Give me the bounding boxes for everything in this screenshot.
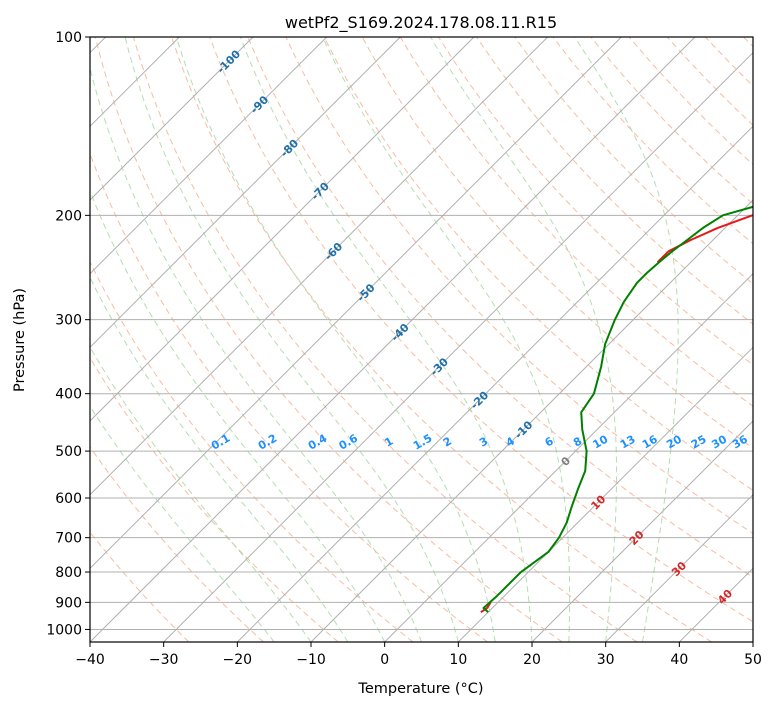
dry-adiabat-line (132, 37, 638, 642)
y-tick-label: 100 (55, 30, 82, 46)
x-tick-label: −10 (296, 652, 326, 668)
isotherm-line (90, 37, 254, 201)
isotherm-line (605, 493, 753, 642)
skewed-isotherms (90, 37, 753, 642)
isotherm-line (90, 37, 622, 570)
moist-adiabat-line (90, 66, 422, 642)
dry-adiabat-line (285, 37, 753, 535)
moist-adiabat-line (175, 37, 496, 642)
isotherm-line (90, 37, 696, 642)
x-axis-label: Temperature (°C) (357, 681, 483, 697)
x-tick-label: 20 (523, 652, 541, 668)
y-axis: 100 200 300 400 500 600 700 800 900 1000 (46, 30, 90, 638)
y-axis-label: Pressure (hPa) (12, 288, 28, 392)
dry-adiabats (90, 37, 753, 642)
y-tick-label: 600 (55, 491, 82, 507)
y-tick-label: 1000 (46, 622, 82, 638)
x-tick-label: −20 (223, 652, 253, 668)
dry-adiabat-line (514, 37, 753, 285)
x-tick-label: 40 (670, 652, 688, 668)
dry-adiabat-line (94, 37, 563, 642)
isotherm-line (457, 346, 753, 642)
isotherm-line (310, 199, 753, 642)
temperature-profile-line (656, 214, 753, 263)
moist-adiabat-line (239, 37, 533, 642)
x-tick-label: 50 (744, 652, 762, 668)
isotherm-line (90, 37, 401, 349)
isotherm-line (384, 272, 753, 642)
plot-area: -100-90-80-70-60-50-40-30-20-10010203040… (90, 37, 753, 642)
moist-adiabat-line (124, 37, 459, 642)
x-tick-label: −30 (149, 652, 179, 668)
moist-adiabat-line (90, 189, 386, 642)
isotherm-line (163, 51, 753, 642)
temperature-profile-line (480, 601, 492, 613)
chart-title: wetPf2_S169.2024.178.08.11.R15 (285, 13, 557, 33)
moist-adiabats (90, 37, 679, 642)
dry-adiabat-line (476, 37, 753, 325)
moist-adiabat-line (430, 37, 618, 642)
y-tick-label: 700 (55, 531, 82, 547)
y-tick-label: 400 (55, 387, 82, 403)
moist-adiabat-line (574, 37, 679, 642)
x-tick-label: −40 (75, 652, 105, 668)
x-tick-label: 0 (380, 652, 389, 668)
isotherm-line (236, 125, 753, 642)
dry-adiabat-line (209, 37, 753, 623)
dry-adiabat-line (90, 446, 264, 642)
dry-adiabat-line (90, 260, 414, 642)
isotherm-line (90, 37, 328, 275)
y-tick-label: 500 (55, 444, 82, 460)
dry-adiabat-line (323, 37, 753, 491)
y-tick-label: 200 (55, 208, 82, 224)
isotherm-line (90, 37, 549, 496)
x-axis: −40 −30 −20 −10 0 10 20 30 40 50 (75, 642, 762, 668)
profile-series (480, 205, 753, 613)
y-tick-label: 300 (55, 313, 82, 329)
y-tick-label: 800 (55, 565, 82, 581)
x-tick-label: 30 (597, 652, 615, 668)
dewpoint-profile-line (482, 205, 753, 613)
isotherm-line (90, 37, 475, 422)
plot-frame (89, 36, 754, 643)
dry-adiabat-line (247, 37, 753, 578)
y-tick-label: 900 (55, 595, 82, 611)
moist-adiabat-line (90, 405, 275, 642)
moist-adiabat-line (322, 37, 571, 642)
dry-adiabat-line (171, 37, 713, 642)
isotherm-line (531, 420, 753, 642)
moist-adiabat-line (90, 276, 349, 642)
x-tick-label: 10 (449, 652, 467, 668)
dry-adiabat-line (90, 356, 339, 642)
isobar-gridlines (90, 37, 753, 630)
